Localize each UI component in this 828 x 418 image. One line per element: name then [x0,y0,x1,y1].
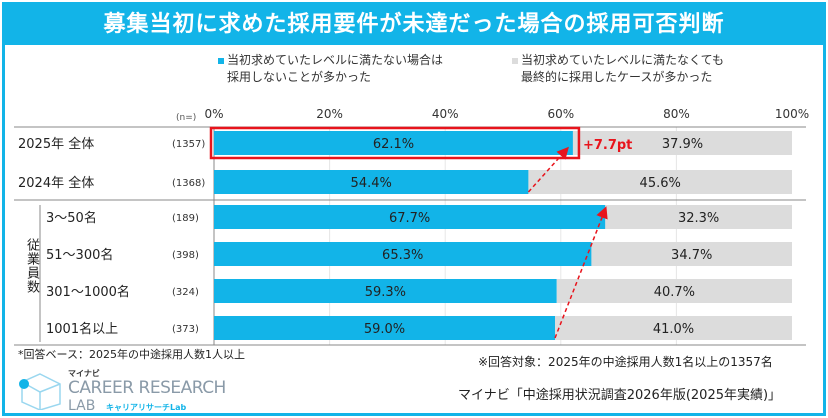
category-label: 2025年 全体 [18,136,94,152]
n-value: (1357) [172,139,205,150]
group-label-employees: 従業員数 [23,238,39,294]
category-label: 1001名以上 [46,321,118,337]
logo-lab-text: LAB [68,398,96,414]
legend-item-hired: 当初求めていたレベルに満たなくても 最終的に採用したケースが多かった [512,52,724,86]
data-label: 40.7% [654,285,695,300]
bar-segment [214,316,556,340]
trend-arrow [527,146,569,193]
data-label: 34.7% [671,248,712,263]
category-label: 51～300名 [46,247,113,263]
legend-item-not-hired: 当初求めていたレベルに満たない場合は 採用しないことが多かった [218,52,443,86]
data-label: 32.3% [678,211,719,226]
bar-segment [528,170,792,194]
bar-segment [214,279,557,303]
bar-segment [572,131,792,155]
base-note: *回答ベース：2025年の中途採用人数1人以上 [18,348,245,361]
legend-text: 最終的に採用したケースが多かった [521,70,713,84]
logo-brand: マイナビ [68,369,100,378]
x-tick-label: 60% [547,107,574,121]
legend-text: 当初求めていたレベルに満たない場合は [227,53,444,67]
bar-segment [591,242,792,266]
bar-segment [214,131,573,155]
category-label: 2024年 全体 [18,175,94,191]
x-tick-label: 20% [316,107,343,121]
legend-swatch [512,57,518,64]
difference-annotation: +7.7pt [583,138,632,153]
logo-main-text: CAREER RESEARCH [68,378,226,398]
data-label: 54.4% [351,176,392,191]
legend-text: 採用しないことが多かった [227,70,372,84]
bar-segment [605,205,792,229]
bar-segment [556,279,792,303]
trend-arrow [554,206,608,339]
n-value: (189) [172,213,199,224]
bar-segment [214,170,529,194]
bar-segment [214,205,606,229]
data-label: 45.6% [640,176,681,191]
data-label: 62.1% [373,137,414,152]
logo-cube-icon [19,373,61,410]
bar-segment [555,316,792,340]
category-label: 3～50名 [46,210,97,226]
n-label: (n=) [176,113,196,123]
n-value: (324) [172,287,199,298]
data-label: 59.0% [364,322,405,337]
chart-title: 募集当初に求めた採用要件が未達だった場合の採用可否判断 [5,5,823,45]
target-note: ※回答対象：2025年の中途採用人数1名以上の1357名 [478,355,773,369]
bar-segment [214,242,592,266]
data-label: 65.3% [382,248,423,263]
n-value: (373) [172,324,199,335]
data-label: 41.0% [653,322,694,337]
x-tick-label: 80% [663,107,690,121]
logo-sub-text: キャリアリサーチLab [106,403,187,412]
legend-swatch [218,57,224,64]
category-label: 301～1000名 [46,284,130,300]
x-tick-label: 100% [775,107,809,121]
data-label: 67.7% [389,211,430,226]
highlight-box [209,126,581,160]
n-value: (398) [172,250,199,261]
data-label: 59.3% [365,285,406,300]
n-value: (1368) [172,178,205,189]
x-tick-label: 40% [432,107,459,121]
data-label: 37.9% [662,137,703,152]
source-note: マイナビ「中途採用状況調査2026年版(2025年実績)」 [458,388,782,403]
legend-text: 当初求めていたレベルに満たなくても [521,53,725,67]
x-tick-label: 0% [204,107,223,121]
